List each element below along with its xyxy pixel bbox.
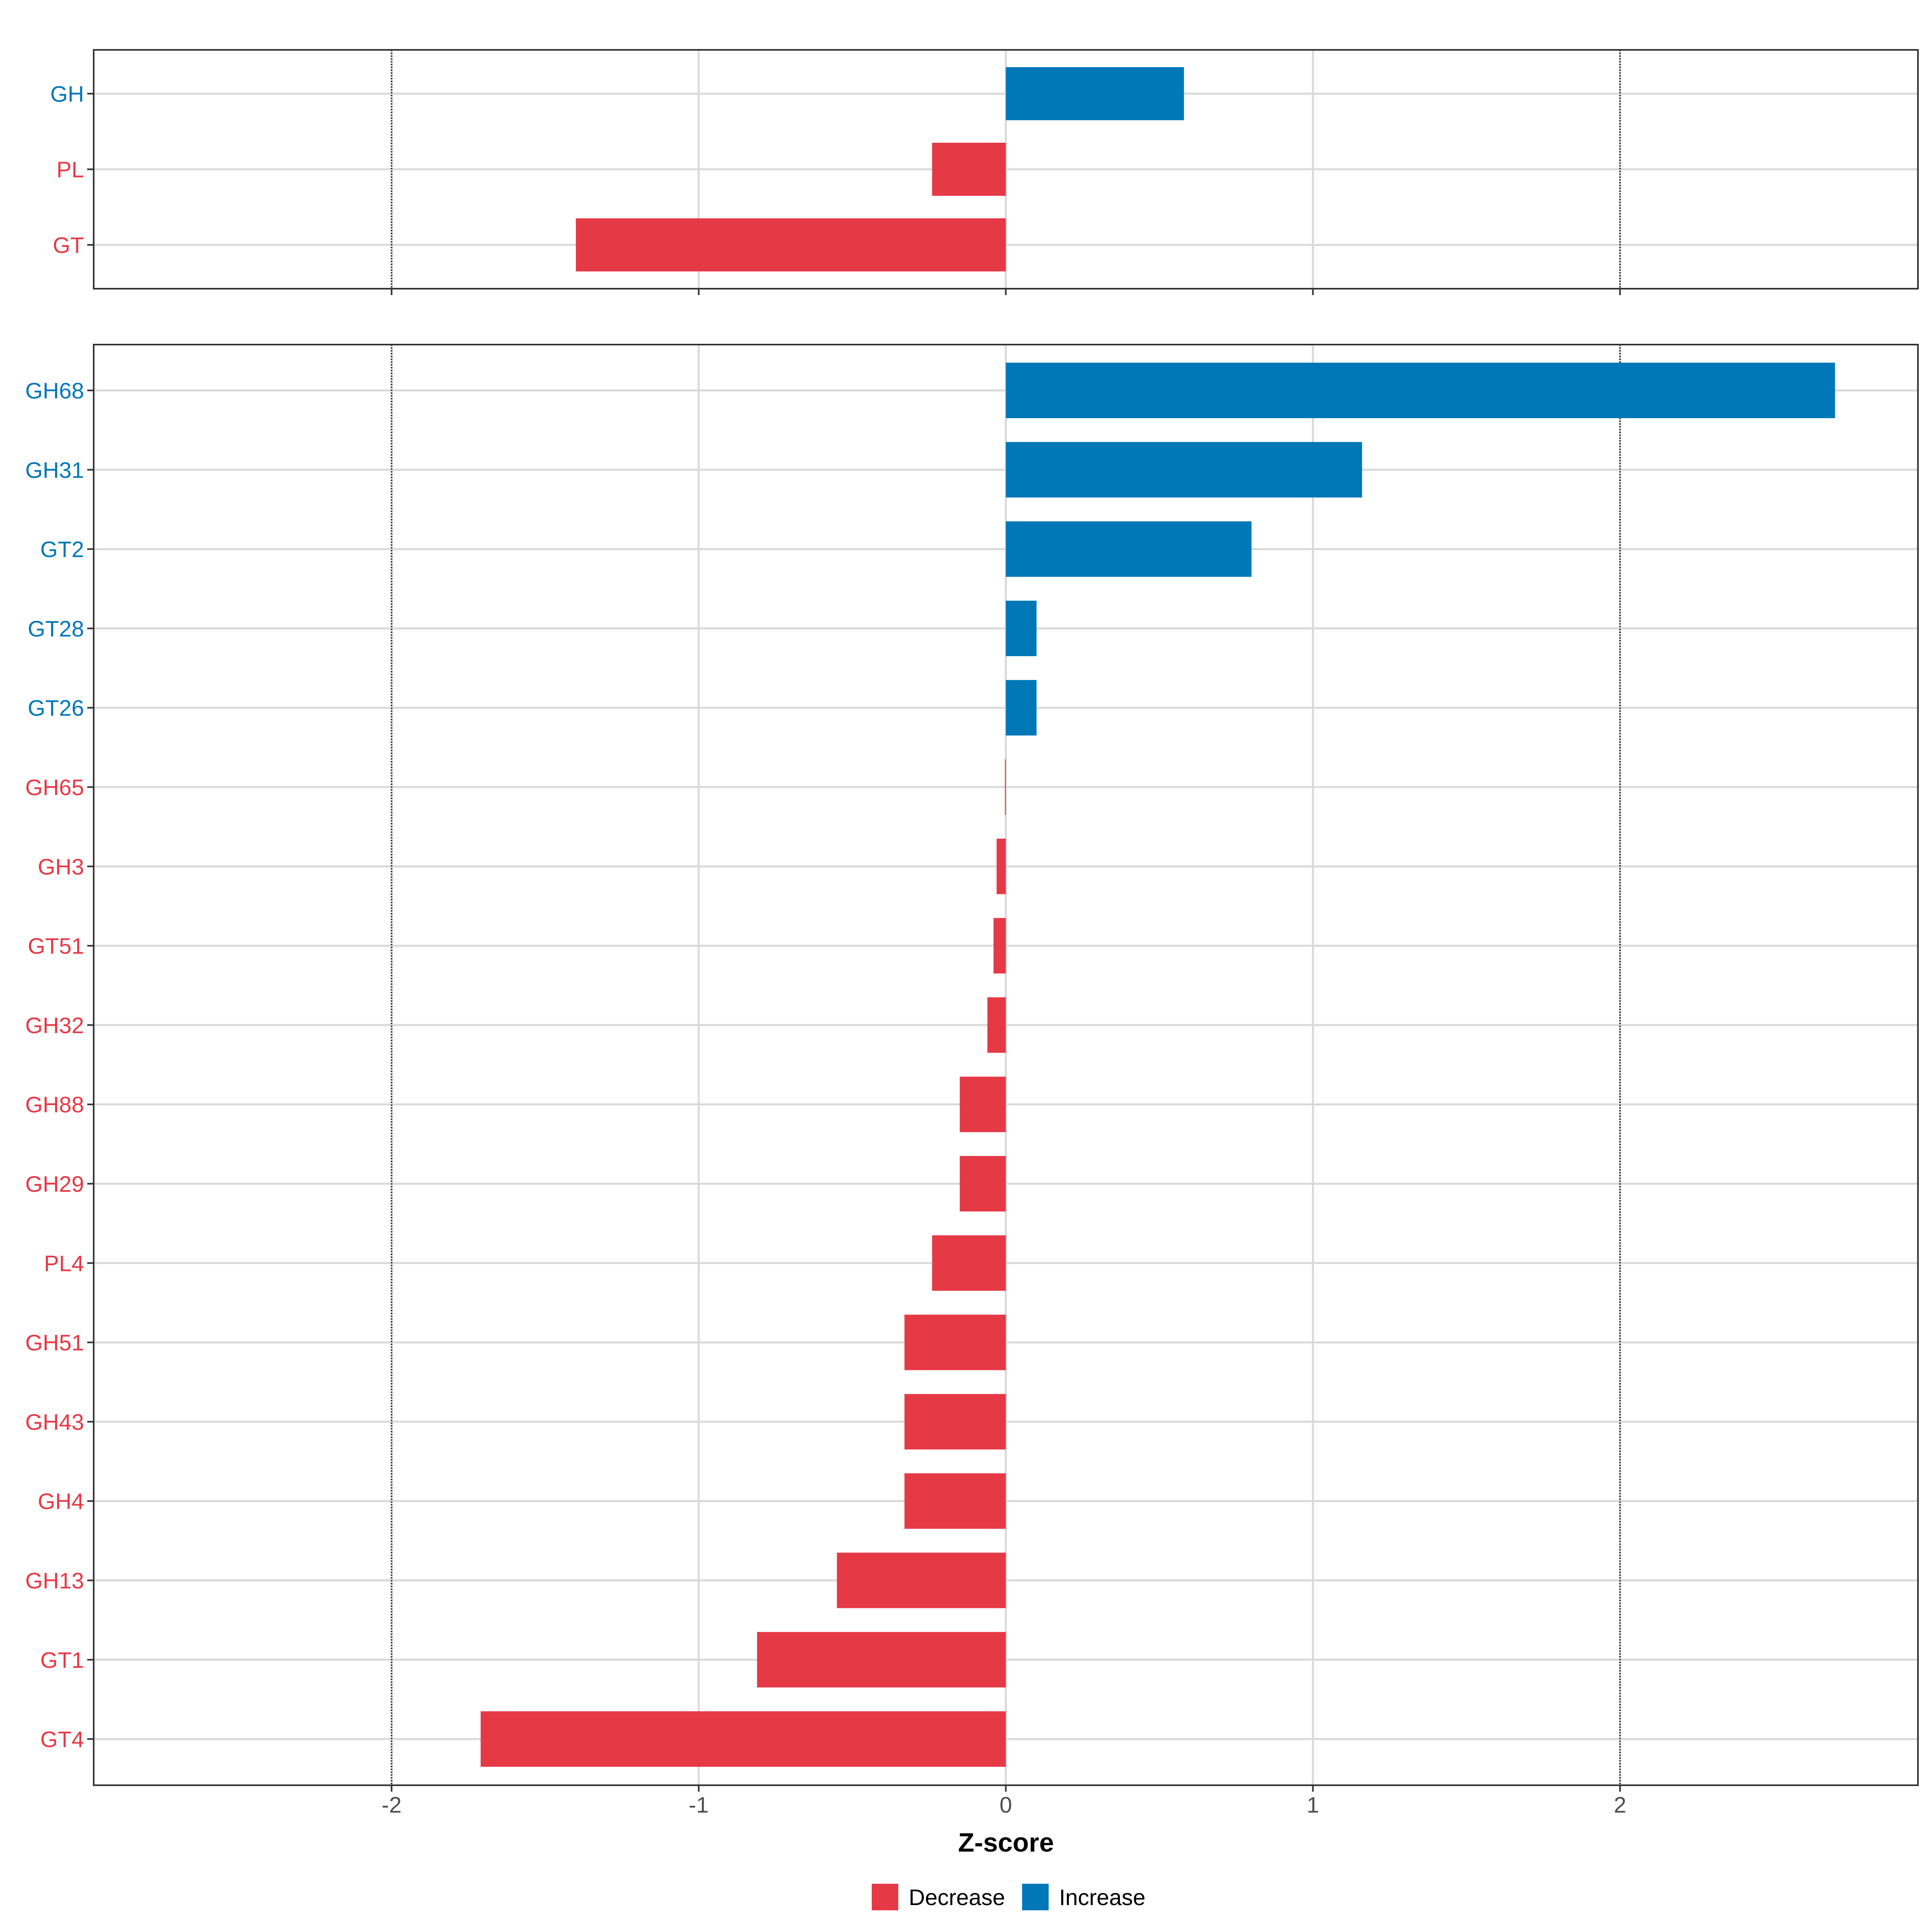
bar-gh88 — [959, 1076, 1006, 1132]
y-tick-label: GH — [50, 81, 84, 107]
y-tick-label: GH65 — [25, 775, 84, 800]
bar-gh29 — [959, 1156, 1006, 1211]
bar-gt51 — [993, 918, 1006, 974]
y-tick-label: GT51 — [28, 933, 84, 959]
y-tick-label: GH31 — [25, 457, 84, 482]
x-tick-label: 0 — [1000, 1792, 1012, 1817]
bar-gt — [576, 218, 1006, 271]
y-tick-label: GT — [53, 232, 84, 258]
bar-gh68 — [1006, 363, 1835, 418]
bar-gh — [1006, 67, 1184, 120]
legend-label-increase: Increase — [1059, 1885, 1146, 1910]
y-tick-label: GT1 — [40, 1647, 84, 1673]
bar-gh31 — [1006, 442, 1362, 498]
x-tick-label: -2 — [382, 1792, 402, 1817]
y-tick-label: PL4 — [44, 1250, 84, 1276]
legend-swatch-decrease — [872, 1884, 898, 1910]
y-tick-label: GT4 — [40, 1727, 84, 1752]
y-tick-label: GH51 — [25, 1330, 84, 1355]
y-tick-label: GH4 — [38, 1489, 84, 1514]
bar-gt2 — [1006, 521, 1252, 577]
bar-gh32 — [987, 997, 1006, 1053]
bar-gt1 — [757, 1632, 1006, 1688]
legend-swatch-increase — [1022, 1884, 1049, 1910]
bar-pl4 — [932, 1235, 1006, 1291]
x-tick-label: 2 — [1614, 1792, 1626, 1817]
bar-pl — [932, 143, 1006, 196]
bar-gt4 — [480, 1711, 1006, 1767]
bar-gh51 — [904, 1314, 1006, 1370]
x-tick-label: 1 — [1307, 1792, 1319, 1817]
y-tick-label: GH13 — [25, 1568, 84, 1593]
bar-gh43 — [904, 1394, 1006, 1450]
top-panel: GH PL GT — [50, 49, 1919, 295]
x-tick-label: -1 — [689, 1792, 709, 1817]
y-tick-label: PL — [57, 157, 84, 182]
bar-gh4 — [904, 1473, 1006, 1529]
y-tick-label: GH3 — [38, 854, 84, 879]
y-tick-label: GH88 — [25, 1092, 84, 1117]
y-tick-label: GH43 — [25, 1409, 84, 1435]
bar-gt28 — [1006, 600, 1037, 656]
y-tick-label: GT2 — [40, 537, 84, 562]
y-tick-label: GH68 — [25, 378, 84, 403]
x-axis: -2 -1 0 1 2 — [382, 1792, 1626, 1817]
legend: Decrease Increase — [872, 1884, 1146, 1910]
x-axis-label: Z-score — [958, 1827, 1054, 1857]
bar-gh65 — [1005, 759, 1006, 815]
y-tick-label: GT28 — [28, 616, 84, 641]
bar-gt26 — [1006, 680, 1037, 736]
y-tick-label: GT26 — [28, 695, 84, 721]
bottom-panel: GH68 GH31 GT2 GT28 GT26 GH65 GH3 GT51 GH32 GH88 GH… — [25, 344, 1919, 1792]
y-tick-label: GH32 — [25, 1012, 84, 1038]
bar-gh3 — [996, 838, 1006, 894]
legend-label-decrease: Decrease — [909, 1885, 1005, 1910]
bar-gh13 — [837, 1552, 1006, 1608]
y-tick-label: GH29 — [25, 1171, 84, 1197]
